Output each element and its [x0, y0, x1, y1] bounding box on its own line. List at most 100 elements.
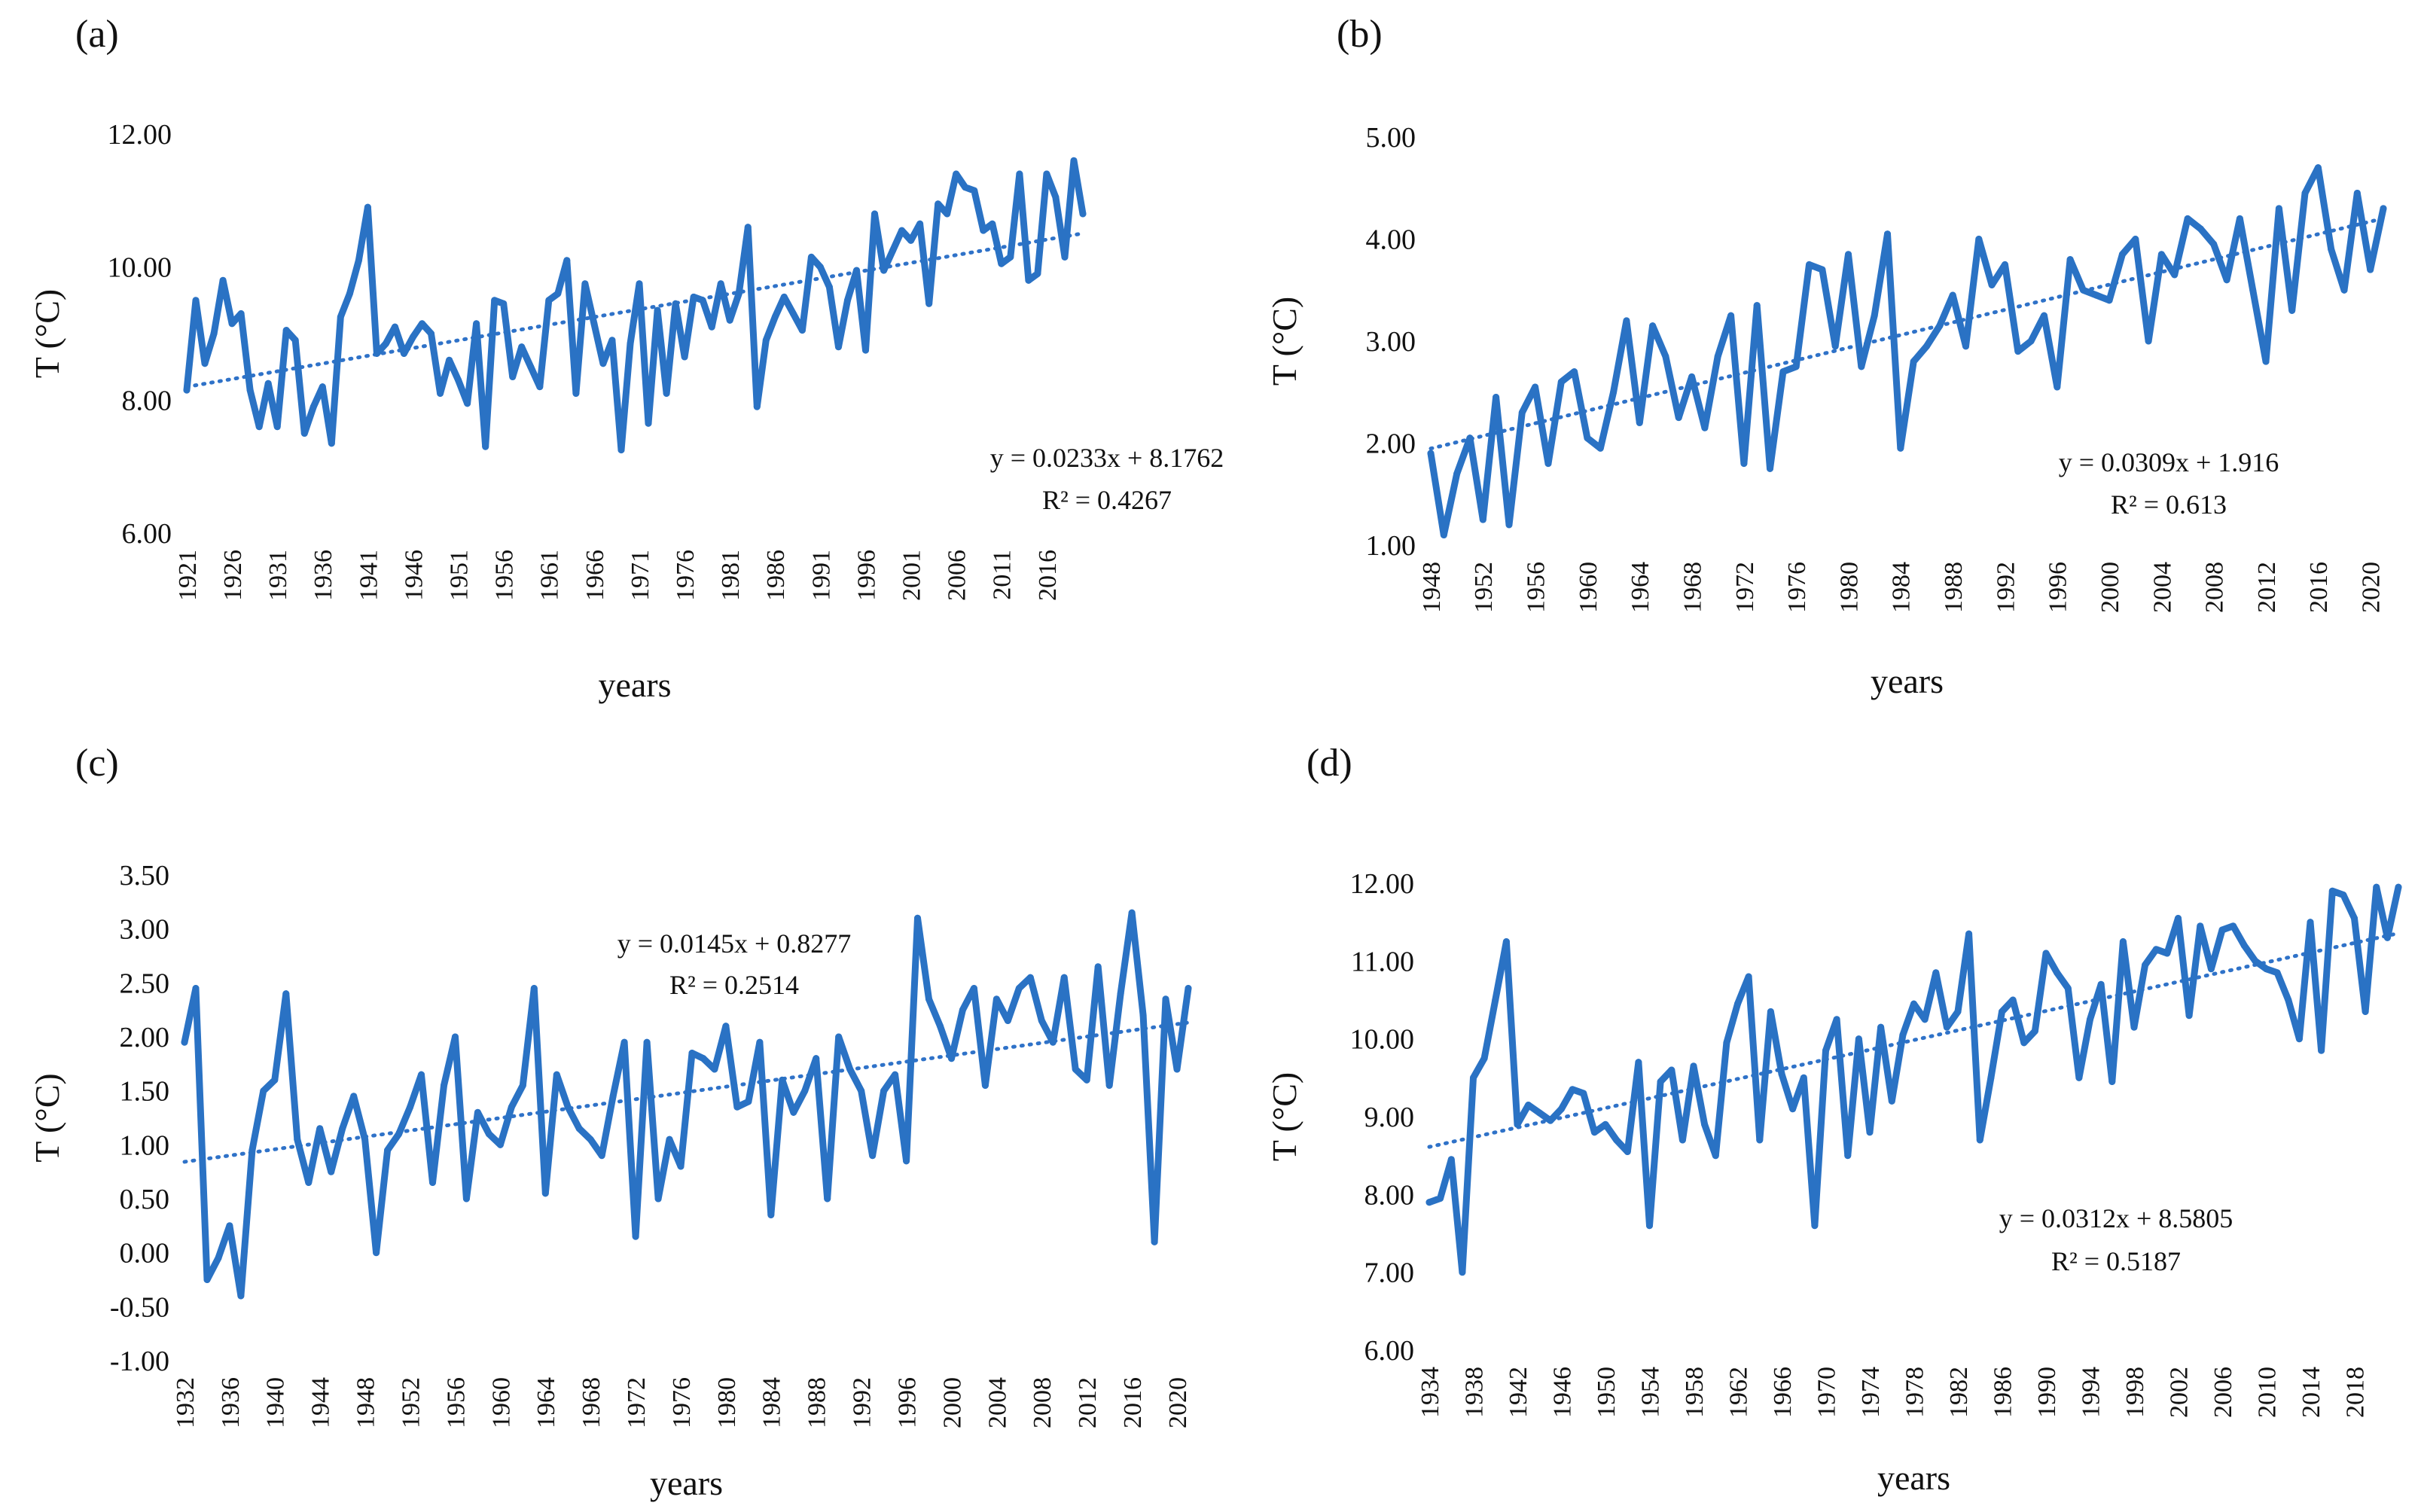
- data-point: [608, 337, 616, 344]
- data-point: [264, 380, 272, 387]
- data-point: [249, 1147, 256, 1154]
- data-point: [663, 390, 670, 397]
- y-tick-label: 2.00: [1366, 428, 1416, 460]
- data-point: [2273, 969, 2281, 977]
- data-point: [300, 430, 308, 437]
- data-point: [527, 363, 535, 370]
- data-point: [1858, 363, 1865, 370]
- data-point: [545, 297, 553, 304]
- x-tick-label: 1968: [578, 1377, 605, 1428]
- trendline: [1429, 216, 2386, 451]
- data-point: [1613, 1136, 1621, 1144]
- data-point: [753, 403, 761, 410]
- data-point: [1514, 1120, 1521, 1128]
- data-point: [2351, 915, 2358, 922]
- y-tick-label: 3.00: [120, 914, 170, 946]
- data-point: [1779, 368, 1787, 376]
- y-tick-label: 6.00: [122, 518, 172, 550]
- x-tick-label: 1964: [1627, 562, 1654, 613]
- data-point: [936, 1023, 944, 1030]
- y-tick-label: 2.50: [120, 968, 170, 999]
- data-point: [2328, 245, 2335, 253]
- x-tick-label: 1996: [893, 1377, 921, 1428]
- data-point: [1800, 1074, 1807, 1081]
- y-tick-label: 12.00: [108, 119, 172, 151]
- data-point: [717, 280, 724, 288]
- data-point: [587, 1136, 594, 1143]
- y-axis-title: T (°C): [1265, 1072, 1303, 1161]
- data-point: [824, 1195, 831, 1203]
- data-point: [2064, 985, 2072, 992]
- x-tick-label: 1980: [1835, 562, 1863, 613]
- data-point: [350, 1093, 358, 1100]
- y-tick-label: 6.00: [1364, 1335, 1415, 1367]
- data-point: [2380, 205, 2387, 212]
- data-point: [708, 323, 715, 331]
- x-tick-label: 2016: [2305, 562, 2333, 613]
- y-tick-label: 3.00: [1366, 326, 1416, 358]
- data-point: [834, 343, 842, 351]
- x-tick-label: 1988: [1940, 562, 1968, 613]
- data-point: [2207, 965, 2215, 973]
- data-point: [554, 290, 562, 297]
- data-point: [2288, 306, 2296, 314]
- data-point: [2119, 938, 2127, 945]
- data-point: [2079, 286, 2087, 294]
- data-point: [361, 1136, 369, 1143]
- x-tick-label: 1971: [627, 550, 654, 601]
- x-tick-label: 1998: [2121, 1367, 2149, 1418]
- data-point: [1580, 1090, 1587, 1097]
- x-tick-label: 1994: [2077, 1367, 2105, 1418]
- data-point: [1502, 938, 1510, 945]
- x-tick-label: 1970: [1813, 1367, 1840, 1418]
- x-tick-label: 1958: [1681, 1367, 1709, 1418]
- y-tick-label: -1.00: [110, 1346, 169, 1377]
- data-point: [2001, 261, 2008, 268]
- data-point: [1117, 990, 1124, 998]
- data-point: [2307, 919, 2314, 926]
- data-point: [1610, 389, 1618, 396]
- data-point: [1899, 1032, 1907, 1038]
- data-point: [744, 224, 752, 231]
- data-point: [1778, 1070, 1785, 1078]
- data-point: [273, 423, 281, 431]
- x-tick-label: 1982: [1945, 1367, 1973, 1418]
- data-point: [1437, 1195, 1444, 1202]
- data-point: [2252, 957, 2259, 965]
- data-point: [816, 264, 824, 271]
- data-point: [1712, 1152, 1719, 1160]
- x-tick-label: 1961: [536, 550, 564, 601]
- data-point: [337, 313, 344, 321]
- y-tick-label: 4.00: [1366, 224, 1416, 256]
- x-tick-label: 2002: [2165, 1367, 2193, 1418]
- y-tick-label: 1.50: [120, 1076, 170, 1108]
- data-point: [1173, 1065, 1181, 1073]
- data-point: [925, 995, 933, 1003]
- data-point: [700, 1055, 707, 1062]
- data-point: [790, 1108, 797, 1116]
- data-point: [1649, 322, 1657, 330]
- data-point: [215, 1254, 222, 1262]
- data-point: [1558, 1105, 1565, 1113]
- x-tick-label: 1992: [1992, 562, 2020, 613]
- data-point: [690, 293, 697, 300]
- data-point: [518, 343, 526, 351]
- data-point: [745, 1098, 752, 1105]
- data-point: [2362, 1008, 2369, 1015]
- data-point: [2185, 1012, 2193, 1020]
- data-point: [1662, 352, 1669, 360]
- data-point: [1590, 1129, 1598, 1136]
- data-point: [485, 1130, 492, 1138]
- panel-label: (a): [75, 13, 119, 56]
- data-point: [1052, 194, 1060, 201]
- trendline-equation: y = 0.0309x + 1.916: [2059, 447, 2279, 477]
- data-point: [1544, 460, 1552, 468]
- y-tick-label: 3.50: [120, 860, 170, 892]
- data-point: [2105, 297, 2113, 304]
- data-point: [858, 1087, 865, 1095]
- x-tick-label: 1960: [1575, 562, 1602, 613]
- data-point: [756, 1038, 764, 1046]
- data-point: [563, 257, 571, 264]
- trendline-equation: y = 0.0233x + 8.1762: [990, 443, 1224, 473]
- x-tick-label: 2018: [2341, 1367, 2369, 1418]
